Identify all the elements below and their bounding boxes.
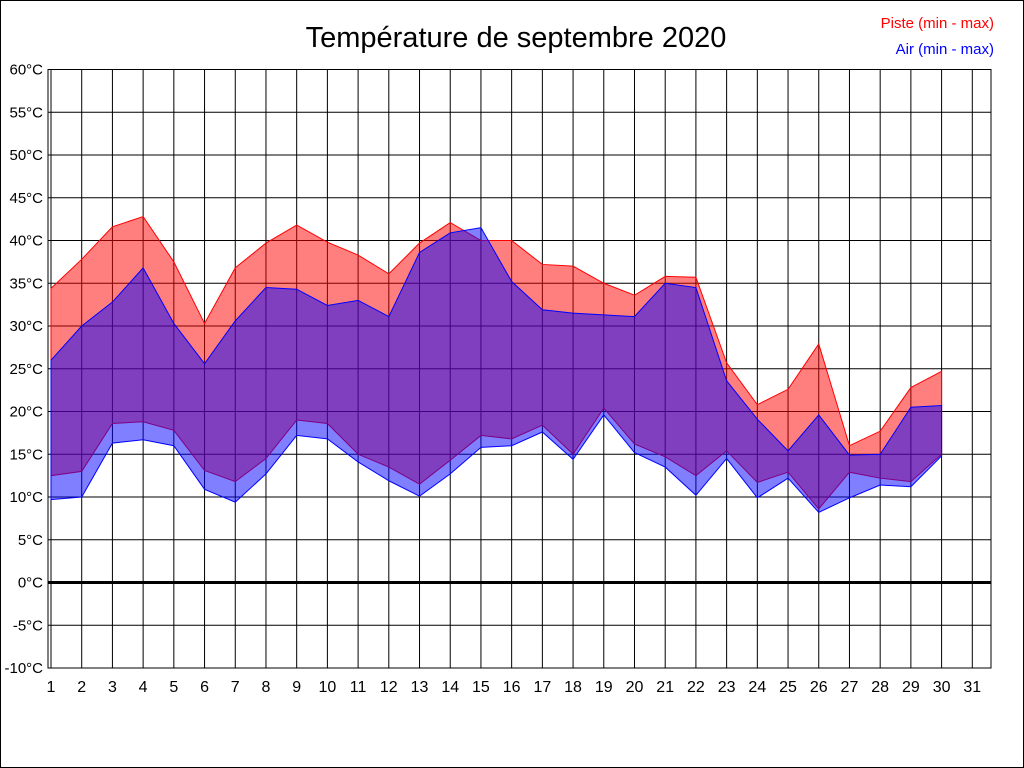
x-tick-label: 7 [231,679,240,696]
x-tick-label: 13 [411,679,429,696]
x-axis-labels: 1 2 3 4 5 6 7 8 9 10 11 12 13 14 15 16 17 18 19 20 21 22 23 24 2… [47,679,982,696]
y-tick-label: 55°C [9,104,43,121]
x-tick-label: 29 [902,679,920,696]
x-tick-label: 12 [380,679,398,696]
x-tick-label: 11 [350,679,367,696]
x-tick-label: 15 [472,679,490,696]
y-tick-label: 30°C [9,318,43,335]
x-tick-label: 21 [656,679,674,696]
x-tick-label: 6 [200,679,209,696]
x-tick-label: 19 [595,679,613,696]
y-tick-label: -10°C [4,660,43,677]
plot-border [47,69,992,669]
x-tick-label: 31 [963,679,981,696]
y-tick-label: 60°C [9,62,43,79]
x-tick-label: 14 [441,679,459,696]
x-tick-label: 16 [503,679,521,696]
y-tick-label: 25°C [9,361,43,378]
data-bands [50,215,943,514]
x-tick-label: 25 [779,679,797,696]
x-tick-label: 2 [77,679,86,696]
x-tick-label: 10 [318,679,336,696]
y-tick-label: 10°C [9,489,43,506]
x-tick-label: 26 [810,679,828,696]
x-tick-label: 30 [933,679,951,696]
x-tick-label: 8 [262,679,271,696]
y-axis-labels: 60°C 55°C 50°C 45°C 40°C 35°C 30°C 25°C 20°C 15°C… [4,62,43,678]
x-tick-label: 3 [108,679,117,696]
plot-box [47,69,992,669]
y-tick-label: 50°C [9,147,43,164]
x-tick-label: 4 [139,679,148,696]
y-tick-label: 0°C [18,575,43,592]
x-tick-label: 23 [718,679,736,696]
air-band [50,227,943,514]
legend-air-label: Air (min - max) [896,41,994,58]
x-tick-label: 9 [292,679,301,696]
y-tick-label: 35°C [9,275,43,292]
x-tick-label: 27 [841,679,859,696]
chart-title: Température de septembre 2020 [306,22,727,54]
x-tick-label: 5 [169,679,178,696]
x-tick-label: 18 [564,679,582,696]
y-tick-label: -5°C [13,617,43,634]
x-tick-label: 22 [687,679,705,696]
y-tick-label: 40°C [9,233,43,250]
y-tick-label: 5°C [18,532,43,549]
x-tick-label: 17 [533,679,551,696]
y-tick-label: 15°C [9,446,43,463]
y-tick-label: 45°C [9,190,43,207]
x-tick-label: 20 [626,679,644,696]
x-tick-label: 24 [748,679,766,696]
legend-piste-label: Piste (min - max) [881,15,994,32]
x-tick-label: 28 [871,679,889,696]
x-tick-label: 1 [47,679,56,696]
y-tick-label: 20°C [9,404,43,421]
